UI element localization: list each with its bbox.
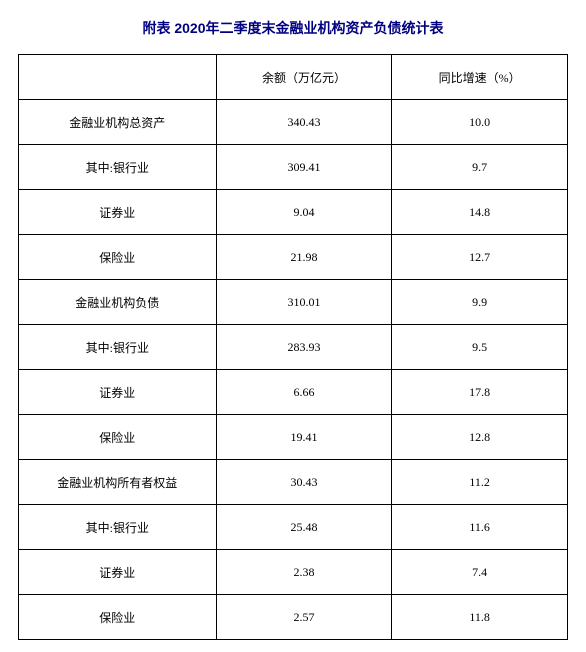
table-row: 金融业机构总资产340.4310.0 [19, 100, 568, 145]
row-label: 其中:银行业 [19, 325, 217, 370]
table-row: 证券业2.387.4 [19, 550, 568, 595]
row-growth: 12.8 [392, 415, 568, 460]
row-label: 保险业 [19, 595, 217, 640]
col-header-balance: 余额（万亿元） [216, 55, 392, 100]
row-label: 保险业 [19, 415, 217, 460]
row-growth: 11.8 [392, 595, 568, 640]
col-header-growth: 同比增速（%） [392, 55, 568, 100]
row-balance: 21.98 [216, 235, 392, 280]
table-row: 其中:银行业25.4811.6 [19, 505, 568, 550]
table-row: 其中:银行业283.939.5 [19, 325, 568, 370]
row-label: 金融业机构所有者权益 [19, 460, 217, 505]
table-header-row: 余额（万亿元） 同比增速（%） [19, 55, 568, 100]
row-balance: 25.48 [216, 505, 392, 550]
row-balance: 310.01 [216, 280, 392, 325]
row-label: 证券业 [19, 370, 217, 415]
row-growth: 9.5 [392, 325, 568, 370]
row-growth: 9.7 [392, 145, 568, 190]
table-row: 保险业2.5711.8 [19, 595, 568, 640]
row-growth: 7.4 [392, 550, 568, 595]
row-label: 金融业机构总资产 [19, 100, 217, 145]
row-growth: 9.9 [392, 280, 568, 325]
table-title: 附表 2020年二季度末金融业机构资产负债统计表 [18, 18, 568, 38]
row-balance: 2.57 [216, 595, 392, 640]
row-balance: 309.41 [216, 145, 392, 190]
row-balance: 9.04 [216, 190, 392, 235]
row-balance: 283.93 [216, 325, 392, 370]
table-row: 其中:银行业309.419.7 [19, 145, 568, 190]
table-row: 保险业21.9812.7 [19, 235, 568, 280]
row-label: 其中:银行业 [19, 505, 217, 550]
row-balance: 340.43 [216, 100, 392, 145]
table-row: 保险业19.4112.8 [19, 415, 568, 460]
row-label: 证券业 [19, 550, 217, 595]
table-body: 金融业机构总资产340.4310.0 其中:银行业309.419.7 证券业9.… [19, 100, 568, 640]
row-growth: 11.2 [392, 460, 568, 505]
row-label: 保险业 [19, 235, 217, 280]
row-label: 证券业 [19, 190, 217, 235]
row-label: 金融业机构负债 [19, 280, 217, 325]
table-row: 证券业6.6617.8 [19, 370, 568, 415]
table-row: 证券业9.0414.8 [19, 190, 568, 235]
row-balance: 30.43 [216, 460, 392, 505]
row-label: 其中:银行业 [19, 145, 217, 190]
statistics-table: 余额（万亿元） 同比增速（%） 金融业机构总资产340.4310.0 其中:银行… [18, 54, 568, 640]
row-growth: 11.6 [392, 505, 568, 550]
row-growth: 12.7 [392, 235, 568, 280]
table-row: 金融业机构所有者权益30.4311.2 [19, 460, 568, 505]
row-growth: 10.0 [392, 100, 568, 145]
table-row: 金融业机构负债310.019.9 [19, 280, 568, 325]
row-growth: 14.8 [392, 190, 568, 235]
col-header-label [19, 55, 217, 100]
row-balance: 6.66 [216, 370, 392, 415]
row-balance: 19.41 [216, 415, 392, 460]
row-growth: 17.8 [392, 370, 568, 415]
row-balance: 2.38 [216, 550, 392, 595]
